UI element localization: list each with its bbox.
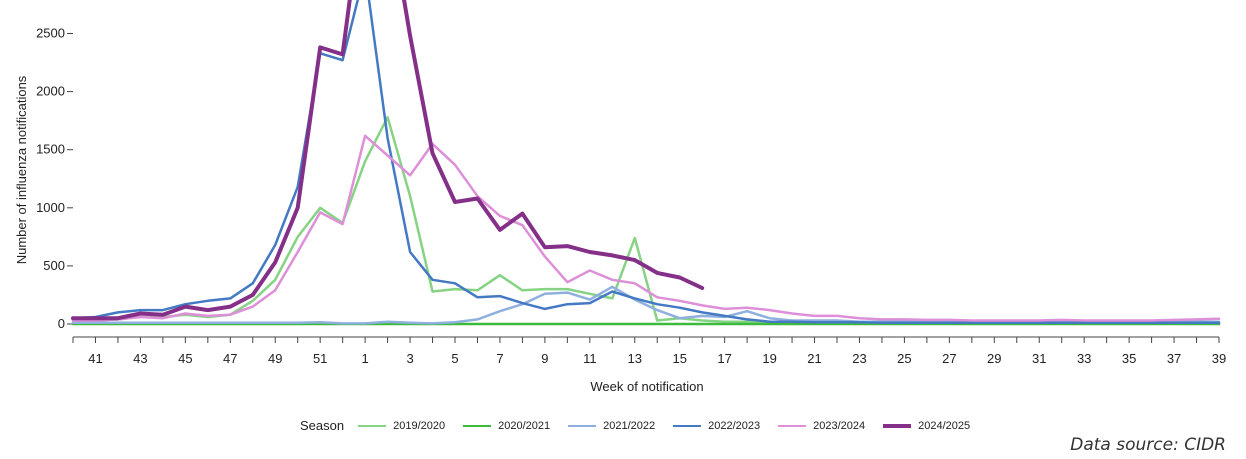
x-tick-label: 19 — [762, 351, 776, 366]
legend-item-2023-2024[interactable]: 2023/2024 — [778, 420, 865, 432]
x-tick-label: 33 — [1077, 351, 1091, 366]
x-tick-label: 11 — [583, 351, 597, 366]
legend-swatch — [673, 424, 702, 427]
legend-swatch — [358, 424, 387, 427]
legend-item-2024-2025[interactable]: 2024/2025 — [883, 420, 970, 432]
y-tick-label: 0 — [58, 316, 65, 331]
legend-item-2021-2022[interactable]: 2021/2022 — [568, 420, 655, 432]
y-tick-label: 1000 — [36, 200, 65, 215]
axes: 41 43 45 47 49 51 1 3 5 7 9 11 13 15 17 19 21 23 25 27 29 31 3… — [36, 26, 1226, 367]
y-tick-label: 2000 — [36, 84, 65, 99]
legend-label: 2019/2020 — [393, 419, 446, 432]
x-tick-label: 31 — [1032, 351, 1046, 366]
legend: Season 2019/2020 2020/2021 2021/2022 2022/2… — [300, 418, 988, 433]
legend-label: 2022/2023 — [708, 419, 761, 432]
y-axis-title: Number of influenza notifications — [14, 75, 29, 264]
data-source-note: Data source: CIDR — [1070, 435, 1226, 455]
x-tick-label: 49 — [268, 351, 282, 366]
x-tick-label: 47 — [223, 351, 237, 366]
x-tick-label: 43 — [133, 351, 147, 366]
x-tick-label: 9 — [541, 351, 548, 366]
x-tick-label: 15 — [672, 351, 686, 366]
x-axis-title: Week of notification — [590, 379, 703, 394]
y-tick-label: 2500 — [36, 26, 65, 41]
legend-label: 2020/2021 — [498, 419, 551, 432]
x-tick-label: 3 — [406, 351, 413, 366]
legend-label: 2021/2022 — [603, 419, 656, 432]
legend-swatch — [778, 424, 807, 427]
x-tick-label: 7 — [496, 351, 503, 366]
y-tick-label: 1500 — [36, 142, 65, 157]
x-tick-label: 35 — [1122, 351, 1136, 366]
series-line-2022-2023 — [71, 0, 1221, 325]
legend-label: 2023/2024 — [813, 419, 866, 432]
x-tick-label: 41 — [88, 351, 102, 366]
legend-item-2022-2023[interactable]: 2022/2023 — [673, 420, 760, 432]
legend-items: 2019/2020 2020/2021 2021/2022 2022/2023 2023… — [358, 420, 988, 432]
x-tick-label: 21 — [807, 351, 821, 366]
series-line-2023-2024 — [71, 134, 1221, 322]
x-tick-label: 1 — [362, 351, 369, 366]
legend-title: Season — [300, 418, 345, 433]
x-tick-label: 51 — [313, 351, 327, 366]
x-tick-label: 39 — [1212, 351, 1226, 366]
x-tick-label: 37 — [1167, 351, 1181, 366]
legend-swatch — [463, 424, 492, 427]
legend-label: 2024/2025 — [918, 419, 971, 432]
y-tick-label: 500 — [43, 258, 65, 273]
legend-item-2019-2020[interactable]: 2019/2020 — [358, 420, 445, 432]
series-line-2024-2025 — [71, 0, 705, 321]
x-tick-label: 25 — [897, 351, 911, 366]
x-tick-label: 27 — [942, 351, 956, 366]
legend-item-2020-2021[interactable]: 2020/2021 — [463, 420, 550, 432]
x-tick-label: 29 — [987, 351, 1001, 366]
x-tick-label: 5 — [451, 351, 458, 366]
legend-swatch — [883, 423, 912, 428]
x-tick-label: 13 — [628, 351, 642, 366]
legend-swatch — [568, 424, 597, 427]
series-layer — [71, 0, 1221, 326]
x-tick-label: 23 — [852, 351, 866, 366]
x-tick-label: 17 — [717, 351, 731, 366]
x-tick-label: 45 — [178, 351, 192, 366]
